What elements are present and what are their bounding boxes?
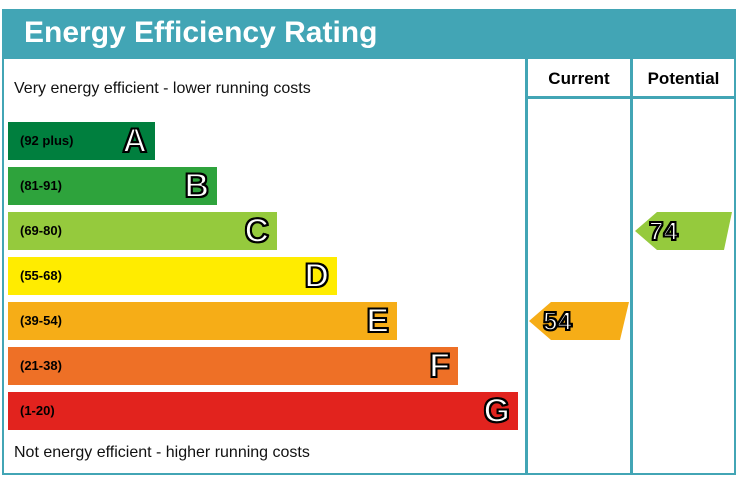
band-letter: B	[183, 166, 210, 206]
band-range-label: (21-38)	[20, 358, 62, 373]
band-bar: (55-68) D	[8, 256, 337, 296]
band-bar: (81-91) B	[8, 166, 217, 206]
band-range-label: (69-80)	[20, 223, 62, 238]
band-bar: (1-20) G	[8, 391, 518, 431]
band-range-label: (55-68)	[20, 268, 62, 283]
band-range-label: (1-20)	[20, 403, 55, 418]
band-letter: E	[365, 301, 390, 341]
band-letter: D	[303, 256, 330, 296]
chart-frame: Very energy efficient - lower running co…	[2, 57, 736, 475]
header-underline	[525, 96, 734, 99]
potential-column-header: Potential	[647, 69, 720, 88]
band-range-label: (92 plus)	[20, 133, 74, 148]
current-column-divider	[525, 59, 528, 473]
left-arrow-icon	[635, 212, 732, 250]
band-bar: (69-80) C	[8, 211, 277, 251]
band-bar: (21-38) F	[8, 346, 458, 386]
band-letter: G	[483, 391, 511, 431]
band-range-label: (81-91)	[20, 178, 62, 193]
band-letter: A	[121, 121, 148, 161]
band-range-label: (39-54)	[20, 313, 62, 328]
band-letter: C	[243, 211, 270, 251]
potential-column-divider	[630, 59, 633, 473]
chart-title: Energy Efficiency Rating	[24, 16, 378, 49]
band-bar: (92 plus) A	[8, 121, 155, 161]
bottom-note: Not energy efficient - higher running co…	[14, 444, 310, 461]
current-column-header: Current	[548, 69, 610, 88]
band-letter: F	[428, 346, 451, 386]
chart-title-bar: Energy Efficiency Rating	[2, 9, 736, 57]
top-note: Very energy efficient - lower running co…	[14, 80, 311, 97]
band-bar: (39-54) E	[8, 301, 397, 341]
left-arrow-icon	[529, 302, 629, 340]
